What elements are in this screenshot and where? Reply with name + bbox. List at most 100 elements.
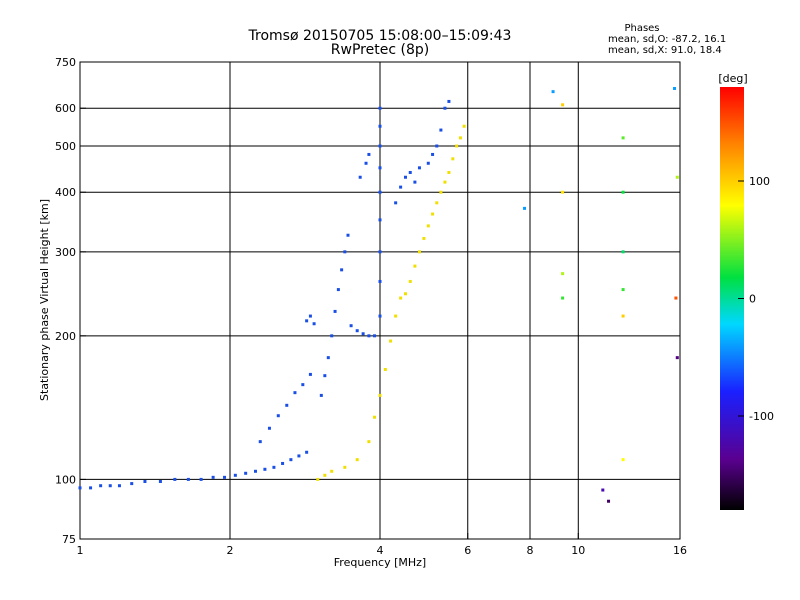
data-point xyxy=(323,473,327,477)
y-tick-label: 200 xyxy=(55,330,76,343)
data-point xyxy=(343,250,347,254)
data-point xyxy=(186,477,190,481)
data-point xyxy=(364,161,368,165)
data-point xyxy=(674,296,678,300)
data-point xyxy=(223,475,227,479)
data-point xyxy=(117,484,121,488)
data-point xyxy=(312,322,316,326)
data-point xyxy=(130,482,134,486)
data-point xyxy=(413,180,417,184)
data-point xyxy=(199,477,203,481)
data-point xyxy=(305,319,309,323)
data-point xyxy=(305,450,309,454)
y-tick-label: 75 xyxy=(62,533,76,546)
data-point xyxy=(601,488,605,492)
data-point xyxy=(394,314,398,318)
data-points xyxy=(78,86,679,503)
data-point xyxy=(621,458,625,462)
data-point xyxy=(330,469,334,473)
data-point xyxy=(373,415,377,419)
x-tick-label: 8 xyxy=(527,544,534,557)
data-point xyxy=(378,393,382,397)
data-point xyxy=(349,324,353,328)
data-point xyxy=(462,124,466,128)
data-point xyxy=(675,175,679,179)
data-point xyxy=(297,454,301,458)
data-point xyxy=(378,190,382,194)
phases-title: Phases xyxy=(624,23,659,34)
data-point xyxy=(621,136,625,140)
data-point xyxy=(358,175,362,179)
y-tick-label: 400 xyxy=(55,186,76,199)
data-point xyxy=(426,161,430,165)
data-point xyxy=(330,334,334,338)
data-point xyxy=(447,170,451,174)
data-point xyxy=(233,473,237,477)
data-point xyxy=(447,99,451,103)
y-axis-ticks: 75 100 200 300 400 500 600 750 xyxy=(55,56,86,546)
data-point xyxy=(308,372,312,376)
data-point xyxy=(439,190,443,194)
data-point xyxy=(607,499,611,503)
x-axis-label: Frequency [MHz] xyxy=(334,556,426,569)
data-point xyxy=(336,288,340,292)
y-tick-label: 300 xyxy=(55,246,76,259)
data-point xyxy=(435,144,439,148)
data-point xyxy=(267,426,271,430)
x-tick-label: 2 xyxy=(227,544,234,557)
y-tick-label: 500 xyxy=(55,140,76,153)
phases-mean-o: mean, sd,O: -87.2, 16.1 xyxy=(608,34,726,45)
data-point xyxy=(378,218,382,222)
y-tick-label: 100 xyxy=(55,473,76,486)
data-point xyxy=(263,467,267,471)
data-point xyxy=(143,479,147,483)
y-tick-label: 600 xyxy=(55,102,76,115)
data-point xyxy=(89,486,93,490)
data-point xyxy=(316,477,320,481)
x-axis-ticks: 1 2 4 6 8 10 16 xyxy=(77,533,687,557)
data-point xyxy=(458,136,462,140)
data-point xyxy=(361,332,365,336)
data-point xyxy=(378,279,382,283)
data-point xyxy=(621,314,625,318)
data-point xyxy=(340,268,344,272)
data-point xyxy=(383,367,387,371)
data-point xyxy=(346,233,350,237)
colorbar-tick-label: 0 xyxy=(749,293,756,306)
data-point xyxy=(439,128,443,132)
data-point xyxy=(367,440,371,444)
data-point xyxy=(561,190,565,194)
data-point xyxy=(285,403,289,407)
data-point xyxy=(435,201,439,205)
data-point xyxy=(158,479,162,483)
data-point xyxy=(551,90,555,94)
data-point xyxy=(443,106,447,110)
data-point xyxy=(258,440,262,444)
data-point xyxy=(173,477,177,481)
data-point xyxy=(108,484,112,488)
data-point xyxy=(443,180,447,184)
data-point xyxy=(455,144,459,148)
colorbar-tick-label: 100 xyxy=(749,175,770,188)
colorbar-tick-label: -100 xyxy=(749,410,774,423)
data-point xyxy=(451,157,455,161)
y-axis-label: Stationary phase Virtual Height [km] xyxy=(38,199,51,401)
data-point xyxy=(561,103,565,107)
data-point xyxy=(373,334,377,338)
phases-mean-x: mean, sd,X: 91.0, 18.4 xyxy=(608,45,722,56)
data-point xyxy=(621,250,625,254)
data-point xyxy=(408,170,412,174)
data-point xyxy=(378,106,382,110)
data-point xyxy=(244,471,248,475)
colorbar-label: [deg] xyxy=(718,72,747,85)
data-point xyxy=(276,414,280,418)
chart-title: Tromsø 20150705 15:08:00–15:09:43 xyxy=(248,28,512,44)
data-point xyxy=(211,475,215,479)
data-point xyxy=(289,458,293,462)
data-point xyxy=(417,250,421,254)
data-point xyxy=(523,206,527,210)
data-point xyxy=(408,279,412,283)
data-point xyxy=(319,393,323,397)
data-point xyxy=(343,465,347,469)
